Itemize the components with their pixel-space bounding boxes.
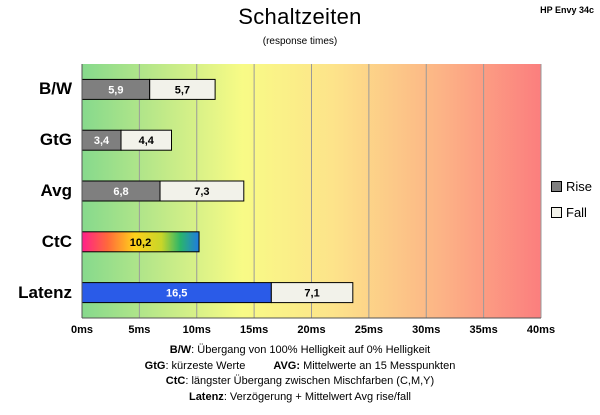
- x-tick-label: 40ms: [526, 324, 556, 336]
- x-tick-label: 30ms: [412, 324, 441, 336]
- legend-label-fall: Fall: [566, 205, 587, 220]
- category-label: Avg: [40, 181, 73, 200]
- category-label: B/W: [38, 79, 72, 99]
- bar-value-label: 7,1: [304, 288, 319, 300]
- notes: B/W: Übergang von 100% Helligkeit auf 0%…: [0, 343, 600, 405]
- legend-item-rise: Rise: [551, 180, 592, 194]
- bar-value-label: 4,4: [139, 135, 155, 147]
- category-label: GtG: [39, 130, 72, 150]
- x-tick-label: 25ms: [354, 324, 383, 336]
- bar-fall: [120, 129, 173, 151]
- bar-value-label: 16,5: [166, 288, 187, 300]
- category-label: CtC: [41, 231, 72, 251]
- legend-item-fall: Fall: [551, 206, 592, 220]
- bar-value-label: 3,4: [94, 135, 110, 147]
- x-tick-label: 20ms: [297, 324, 326, 336]
- x-tick-label: 0ms: [70, 324, 94, 336]
- x-tick-label: 10ms: [182, 324, 211, 336]
- bar-fall: [270, 282, 354, 304]
- x-tick-label: 5ms: [128, 324, 151, 336]
- chart-subtitle: (response times): [262, 36, 338, 47]
- bar-fall: [159, 180, 245, 202]
- bar-value-label: 5,7: [175, 84, 190, 96]
- note-latenz: Latenz: Verzögerung + Mittelwert Avg ris…: [188, 390, 412, 403]
- bar-value-label: 10,2: [130, 237, 151, 249]
- note-gtg-avg: GtG: kürzeste Werte AVG: Mittelwerte an 1…: [144, 359, 456, 372]
- legend-swatch-fall: [551, 207, 562, 219]
- bar-value-label: 7,3: [194, 186, 209, 198]
- legend: Rise Fall: [551, 180, 592, 220]
- x-tick-label: 15ms: [240, 324, 269, 336]
- note-bw: B/W: Übergang von 100% Helligkeit auf 0%…: [169, 344, 431, 356]
- chart-title: Schaltzeiten: [238, 4, 362, 29]
- legend-swatch-rise: [551, 181, 562, 193]
- x-tick-label: 35ms: [469, 324, 498, 336]
- bar-value-label: 6,8: [113, 186, 128, 198]
- category-label: Latenz: [18, 282, 72, 302]
- note-ctc: CtC: längster Übergang zwischen Mischfar…: [165, 375, 435, 387]
- legend-label-rise: Rise: [566, 179, 593, 194]
- bar-fall: [149, 78, 216, 100]
- monitor-model: HP Envy 34c: [540, 5, 594, 15]
- bar-value-label: 5,9: [108, 84, 123, 96]
